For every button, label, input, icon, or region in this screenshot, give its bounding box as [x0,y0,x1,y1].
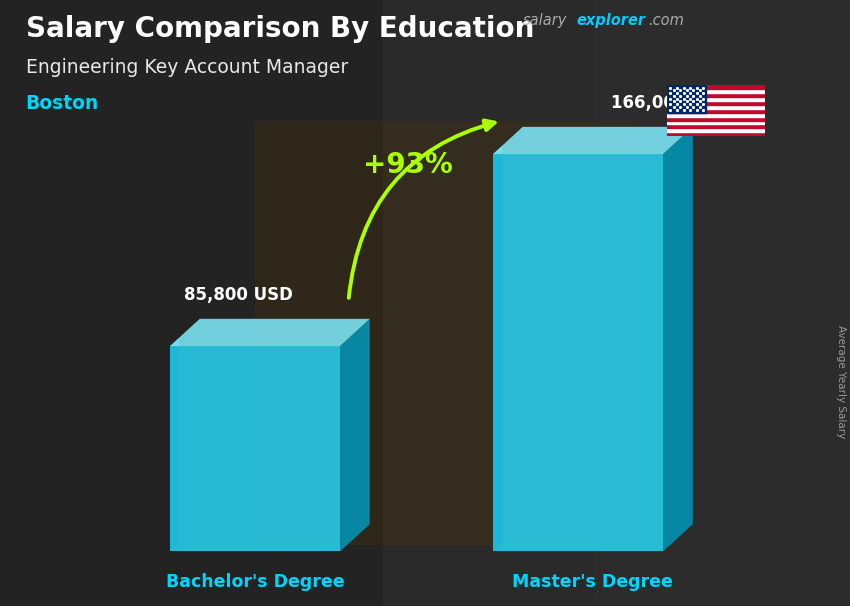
Bar [667,85,765,89]
Text: Boston: Boston [26,94,99,113]
Polygon shape [170,319,370,346]
Text: +93%: +93% [363,152,453,179]
Text: explorer: explorer [576,13,645,28]
Text: .com: .com [648,13,683,28]
Bar [667,93,765,97]
Bar [0,0,382,606]
Bar [667,121,765,124]
Bar [667,105,765,108]
Polygon shape [493,127,693,154]
Polygon shape [493,154,663,551]
Text: salary: salary [523,13,567,28]
Text: Salary Comparison By Education: Salary Comparison By Education [26,15,534,43]
Bar [595,0,850,606]
Polygon shape [493,146,501,551]
Bar [667,116,765,121]
Text: Engineering Key Account Manager: Engineering Key Account Manager [26,58,348,76]
Bar [667,128,765,132]
Text: 166,000 USD: 166,000 USD [611,94,732,112]
FancyArrowPatch shape [348,121,495,298]
Bar [667,113,765,116]
Text: Bachelor's Degree: Bachelor's Degree [166,573,344,591]
Bar [255,121,638,545]
Bar [667,85,706,113]
Bar [667,108,765,113]
Polygon shape [663,127,693,551]
Polygon shape [340,319,370,551]
Polygon shape [170,346,340,551]
Polygon shape [170,338,178,551]
Bar [667,89,765,93]
Text: Master's Degree: Master's Degree [513,573,673,591]
Bar [667,97,765,101]
Bar [667,124,765,128]
Bar [667,132,765,136]
Text: 85,800 USD: 85,800 USD [184,285,292,304]
Text: Average Yearly Salary: Average Yearly Salary [836,325,846,438]
Bar [667,101,765,105]
